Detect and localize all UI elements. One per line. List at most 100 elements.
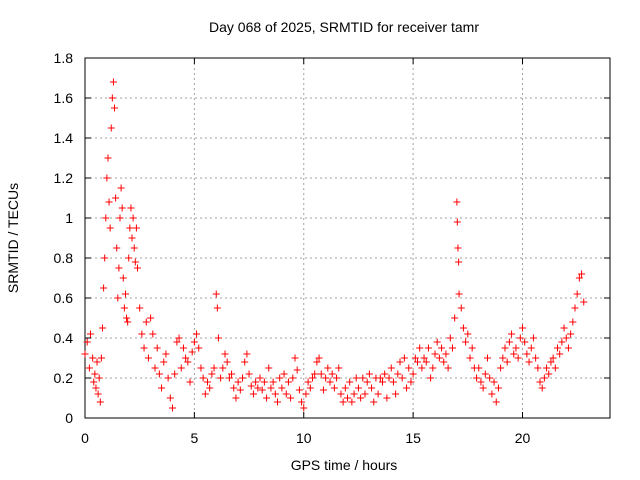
data-point xyxy=(271,390,279,398)
data-point xyxy=(505,338,513,346)
data-point xyxy=(92,384,100,392)
data-point xyxy=(175,334,183,342)
data-point xyxy=(339,398,347,406)
data-point xyxy=(481,370,489,378)
data-point xyxy=(249,390,257,398)
data-point xyxy=(258,386,266,394)
data-point xyxy=(376,374,384,382)
axis-tick-marks xyxy=(84,57,610,419)
data-point xyxy=(370,398,378,406)
data-point xyxy=(337,390,345,398)
data-point xyxy=(521,338,529,346)
data-point xyxy=(128,234,136,242)
data-point xyxy=(422,358,430,366)
data-point xyxy=(424,344,432,352)
data-point xyxy=(142,318,150,326)
data-point xyxy=(501,344,509,352)
data-point xyxy=(433,338,441,346)
data-point xyxy=(558,338,566,346)
data-point xyxy=(516,334,524,342)
data-point xyxy=(247,382,255,390)
data-point xyxy=(147,314,155,322)
y-tick-label: 0.2 xyxy=(54,370,74,386)
data-point xyxy=(492,398,500,406)
data-point xyxy=(454,244,462,252)
data-point xyxy=(83,338,91,346)
data-point xyxy=(556,350,564,358)
data-point xyxy=(453,198,461,206)
data-point xyxy=(197,364,205,372)
data-point xyxy=(132,224,140,232)
data-point xyxy=(164,374,172,382)
data-point xyxy=(149,330,157,338)
data-point xyxy=(101,254,109,262)
data-point xyxy=(499,354,507,362)
x-tick-label: 10 xyxy=(296,430,312,446)
data-point xyxy=(124,318,132,326)
data-point xyxy=(431,350,439,358)
data-point xyxy=(383,394,391,402)
data-point xyxy=(333,374,341,382)
data-point xyxy=(414,358,421,366)
data-point xyxy=(438,344,446,352)
data-point xyxy=(204,378,211,386)
data-point xyxy=(232,394,240,402)
data-point xyxy=(177,364,185,372)
data-points xyxy=(81,78,588,412)
data-point xyxy=(105,198,113,206)
data-point xyxy=(217,374,225,382)
y-tick-label: 0.8 xyxy=(54,250,74,266)
data-point xyxy=(106,224,114,232)
data-point xyxy=(121,290,129,298)
data-point xyxy=(405,364,413,372)
data-point xyxy=(158,384,166,392)
data-point xyxy=(392,390,400,398)
data-point xyxy=(263,394,271,402)
data-point xyxy=(554,344,561,352)
data-point xyxy=(108,94,116,102)
data-point xyxy=(280,370,288,378)
data-point xyxy=(475,364,483,372)
data-point xyxy=(497,364,505,372)
data-point xyxy=(252,378,260,386)
y-axis-tick-labels: 0 0.2 0.4 0.6 0.8 1 1.2 1.4 1.6 1.8 xyxy=(54,50,74,426)
data-point xyxy=(529,334,537,342)
data-point xyxy=(459,324,467,332)
data-point xyxy=(102,214,110,222)
data-point xyxy=(160,358,168,366)
data-point xyxy=(111,104,119,112)
data-point xyxy=(219,364,227,372)
data-point xyxy=(317,370,325,378)
data-point xyxy=(221,350,229,358)
data-point xyxy=(346,378,354,386)
data-point xyxy=(523,350,531,358)
data-point xyxy=(466,354,474,362)
data-point xyxy=(225,374,233,382)
data-point xyxy=(119,274,127,282)
data-point xyxy=(411,354,419,362)
data-point xyxy=(545,370,553,378)
data-point xyxy=(435,354,443,362)
data-point xyxy=(365,370,373,378)
data-point xyxy=(130,244,138,252)
data-point xyxy=(409,370,417,378)
data-point xyxy=(126,224,134,232)
x-tick-label: 15 xyxy=(405,430,421,446)
data-point xyxy=(322,374,330,382)
data-point xyxy=(125,254,133,262)
data-point xyxy=(567,330,575,338)
data-point xyxy=(578,270,586,278)
data-point xyxy=(265,364,273,372)
data-point xyxy=(350,390,358,398)
data-point xyxy=(276,374,284,382)
y-tick-label: 0.6 xyxy=(54,290,74,306)
data-point xyxy=(90,378,98,386)
y-tick-label: 1.6 xyxy=(54,90,74,106)
data-point xyxy=(352,374,360,382)
data-point xyxy=(420,354,428,362)
data-point xyxy=(387,364,395,372)
data-point xyxy=(96,398,104,406)
data-point xyxy=(379,378,386,386)
data-point xyxy=(169,404,176,412)
